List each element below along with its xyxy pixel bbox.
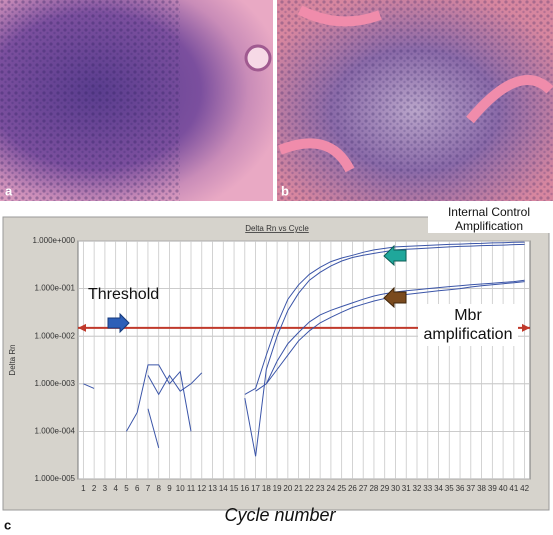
x-tick-label: 30 <box>391 484 400 493</box>
series-line <box>244 241 525 395</box>
x-tick-label: 24 <box>326 484 335 493</box>
x-tick-label: 35 <box>445 484 454 493</box>
x-axis-label: Cycle number <box>224 505 336 525</box>
y-tick-label: 1.000e-001 <box>35 284 76 293</box>
x-tick-label: 3 <box>103 484 108 493</box>
x-tick-label: 42 <box>520 484 529 493</box>
x-tick-label: 37 <box>466 484 475 493</box>
x-tick-label: 40 <box>499 484 508 493</box>
x-tick-label: 38 <box>477 484 486 493</box>
x-tick-label: 41 <box>509 484 518 493</box>
x-tick-label: 4 <box>113 484 118 493</box>
x-tick-label: 15 <box>230 484 239 493</box>
x-tick-label: 6 <box>135 484 140 493</box>
y-tick-label: 1.000e-004 <box>35 427 76 436</box>
x-tick-label: 29 <box>380 484 389 493</box>
histology-a-duct <box>244 44 272 72</box>
series-line <box>147 408 160 449</box>
control-arrow <box>383 244 407 267</box>
x-tick-label: 2 <box>92 484 97 493</box>
mbr-arrow <box>383 286 407 309</box>
panel-label: a <box>5 183 13 198</box>
plot: 1.000e-005 1.000e-004 1.000e-003 1.000e-002… <box>33 236 530 493</box>
x-tick-label: 25 <box>337 484 346 493</box>
x-tick-label: 16 <box>240 484 249 493</box>
x-tick-label: 27 <box>359 484 368 493</box>
x-tick-label: 19 <box>273 484 282 493</box>
x-tick-label: 20 <box>283 484 292 493</box>
x-tick-label: 39 <box>488 484 497 493</box>
x-tick-label: 8 <box>156 484 161 493</box>
annotation: Mbr amplification <box>418 304 518 346</box>
x-tick-label: 34 <box>434 484 443 493</box>
x-tick-label: 5 <box>124 484 129 493</box>
y-tick-label: 1.000e+000 <box>33 236 76 245</box>
panel-label: c <box>4 517 11 532</box>
x-tick-label: 14 <box>219 484 228 493</box>
threshold-end <box>522 323 530 332</box>
x-tick-label: 18 <box>262 484 271 493</box>
x-tick-label: 22 <box>305 484 314 493</box>
x-tick-label: 17 <box>251 484 260 493</box>
chart-title: Delta Rn vs Cycle <box>245 224 309 233</box>
y-tick-label: 1.000e-005 <box>35 474 76 483</box>
x-tick-label: 12 <box>197 484 206 493</box>
threshold-arrow <box>107 312 130 334</box>
threshold-end <box>78 323 86 332</box>
x-tick-label: 7 <box>146 484 151 493</box>
x-tick-label: 32 <box>413 484 422 493</box>
x-tick-label: 28 <box>369 484 378 493</box>
x-tick-label: 23 <box>316 484 325 493</box>
x-tick-label: 31 <box>402 484 411 493</box>
x-tick-label: 36 <box>456 484 465 493</box>
series-line <box>244 243 525 457</box>
series-line <box>125 364 192 432</box>
x-tick-label: 10 <box>176 484 185 493</box>
y-tick-label: 1.000e-003 <box>35 379 76 388</box>
x-tick-label: 33 <box>423 484 432 493</box>
y-tick-label: 1.000e-002 <box>35 331 76 340</box>
annotation: Threshold <box>88 286 160 303</box>
histology-b-texture <box>277 0 553 201</box>
x-tick-label: 21 <box>294 484 303 493</box>
series-line <box>147 372 203 396</box>
x-tick-label: 1 <box>81 484 86 493</box>
annotation: Internal Control Amplification <box>428 205 550 233</box>
histology-b-fibers <box>278 5 553 173</box>
series-line <box>83 383 95 389</box>
y-axis-label: Delta Rn <box>8 344 17 375</box>
x-tick-label: 13 <box>208 484 217 493</box>
histology-a-texture <box>0 0 180 201</box>
x-tick-label: 11 <box>187 484 196 493</box>
panel-label: b <box>281 183 289 198</box>
x-tick-label: 9 <box>167 484 172 493</box>
plot-area <box>77 240 531 480</box>
x-tick-label: 26 <box>348 484 357 493</box>
